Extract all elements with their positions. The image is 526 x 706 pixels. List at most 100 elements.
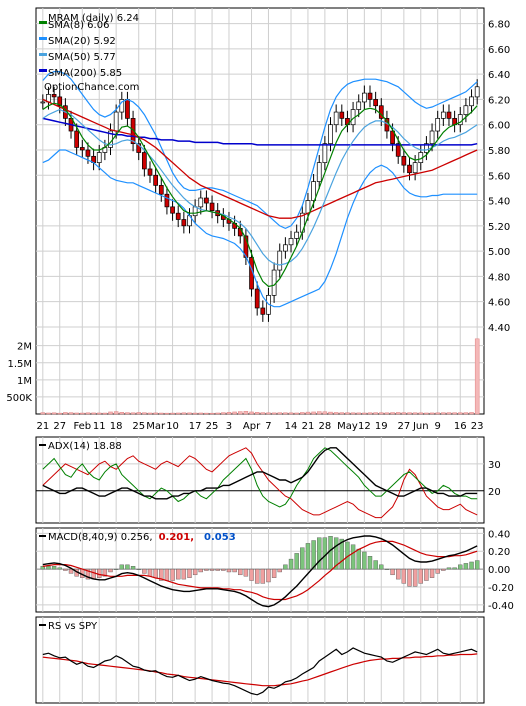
macd-signal-value: 0.201, (159, 532, 194, 543)
candle-body-16 (130, 118, 136, 145)
macd-legend-swatch (39, 535, 46, 537)
candle-body-56 (356, 101, 362, 110)
candle-body-62 (390, 130, 395, 145)
macd-hist-bar-15 (125, 564, 130, 570)
x-tick-0: 21 (36, 421, 49, 432)
candle-body-30 (209, 202, 215, 212)
volume-bar-46 (300, 412, 305, 415)
macd-hist-bar-30 (209, 568, 215, 571)
adx-y-tick-0: 30 (488, 460, 501, 471)
candle-body-19 (147, 168, 153, 176)
volume-bar-73 (452, 412, 457, 415)
legend-sma20: SMA(20) 5.92 (48, 36, 116, 47)
macd-hist-bar-9 (91, 568, 96, 580)
vol-y-tick-1: 1.5M (7, 359, 32, 370)
x-tick-7: 10 (166, 421, 179, 432)
macd-hist-bar-40 (266, 568, 271, 583)
price-y-tick-1: 6.60 (488, 45, 510, 56)
macd-hist-bar-44 (288, 558, 294, 570)
macd-hist-bar-67 (418, 568, 423, 584)
volume-bar-74 (458, 412, 463, 415)
candle-body-14 (119, 99, 125, 113)
macd-hist-value: 0.053 (204, 532, 236, 543)
volume-bar-31 (215, 412, 220, 415)
macd-hist-bar-46 (300, 547, 305, 570)
volume-bar-70 (435, 412, 440, 415)
candle-body-50 (322, 143, 328, 163)
volume-bar-56 (356, 412, 361, 415)
candle-body-25 (181, 219, 187, 227)
macd-hist-bar-53 (339, 538, 344, 570)
rs-lines (42, 647, 478, 696)
volume-bar-11 (102, 412, 108, 415)
macd-y-tick-3: -0.20 (488, 583, 514, 594)
macd-y-tick-1: 0.20 (488, 547, 510, 558)
macd-hist-bar-77 (474, 560, 480, 570)
legend-swatch-sma200 (39, 69, 47, 72)
macd-hist-bar-5 (68, 568, 74, 574)
x-tick-13: 14 (285, 421, 298, 432)
candle-body-39 (260, 307, 266, 315)
x-tick-8: 17 (189, 421, 202, 432)
volume-bar-48 (311, 411, 316, 415)
macd-hist-bar-4 (63, 568, 68, 571)
candle-body-23 (170, 206, 175, 214)
rs-title: RS vs SPY (48, 621, 98, 632)
x-tick-21: 9 (435, 421, 441, 432)
x-tick-5: 25 (132, 421, 145, 432)
volume-bar-26 (187, 412, 192, 415)
candle-body-15 (125, 99, 130, 119)
x-tick-12: 7 (265, 421, 271, 432)
candle-body-27 (192, 206, 198, 217)
macd-hist-bar-36 (243, 568, 249, 577)
macd-hist-bar-56 (356, 548, 361, 570)
bollinger-lower-line (42, 149, 478, 308)
candle-body-44 (288, 238, 294, 246)
x-tick-17: 12 (358, 421, 371, 432)
volume-bar-12 (108, 411, 113, 415)
macd-histogram (40, 536, 480, 587)
macd-hist-bar-62 (390, 568, 395, 576)
candle-body-8 (85, 149, 91, 157)
volume-bar-8 (85, 412, 91, 415)
volume-bar-64 (401, 412, 407, 415)
macd-hist-bar-25 (181, 568, 187, 580)
candle-body-53 (339, 111, 345, 119)
price-y-tick-5: 5.80 (488, 146, 510, 157)
price-y-tick-0: 6.80 (488, 20, 510, 31)
sma200-line (42, 117, 478, 146)
candle-body-42 (277, 250, 283, 271)
adx-line (42, 447, 478, 500)
macd-hist-bar-19 (147, 568, 153, 577)
adx-legend-swatch (39, 444, 46, 446)
x-tick-9: 25 (206, 421, 219, 432)
legend-sma8: SMA(8) 6.06 (48, 20, 109, 31)
volume-bar-14 (119, 412, 125, 415)
candle-body-70 (435, 118, 441, 132)
volume-bar-41 (271, 412, 277, 415)
volume-bar-42 (277, 412, 282, 415)
volume-bar-50 (322, 411, 328, 415)
macd-hist-bar-63 (396, 568, 401, 580)
macd-hist-bar-2 (51, 566, 57, 570)
rs-legend-swatch (39, 624, 46, 626)
candle-body-17 (136, 143, 142, 153)
macd-hist-bar-41 (271, 568, 277, 578)
candle-body-48 (311, 181, 316, 201)
candle-body-52 (333, 111, 339, 126)
candle-body-28 (198, 197, 204, 208)
volume-bar-77 (474, 338, 480, 415)
watermark: OptionChance.com (44, 82, 139, 93)
price-y-tick-6: 5.60 (488, 171, 510, 182)
volume-bar-4 (63, 412, 68, 415)
x-tick-10: 3 (226, 421, 232, 432)
macd-line (42, 535, 478, 608)
legend-swatch-sma50 (39, 53, 47, 56)
price-title: MRAM (daily) 6.24 (48, 13, 139, 24)
candle-body-64 (401, 155, 407, 166)
x-tick-20: Jun (412, 421, 429, 432)
macd-value: MACD(8,40,9) 0.256, (48, 532, 153, 543)
volume-bar-38 (254, 412, 260, 415)
volume-bar-20 (153, 412, 158, 415)
legend-swatch-sma20 (39, 37, 47, 40)
